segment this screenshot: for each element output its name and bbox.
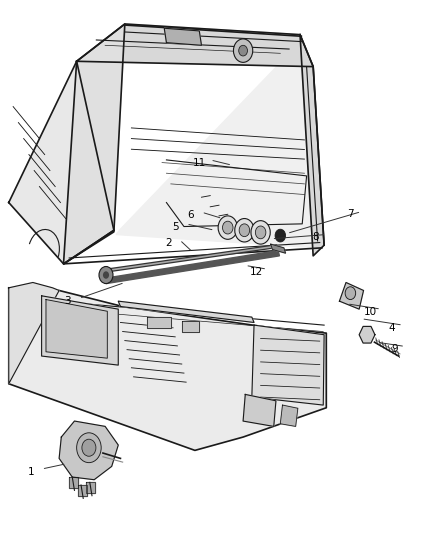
Circle shape (233, 39, 253, 62)
Polygon shape (105, 251, 279, 284)
Polygon shape (359, 326, 375, 343)
Text: 7: 7 (347, 209, 354, 219)
Circle shape (218, 216, 237, 239)
Polygon shape (42, 296, 118, 365)
Polygon shape (9, 288, 326, 450)
Text: 12: 12 (250, 267, 263, 277)
Text: 2: 2 (165, 238, 172, 247)
Text: 5: 5 (172, 222, 179, 231)
Polygon shape (9, 282, 59, 384)
Polygon shape (339, 282, 364, 309)
Text: 1: 1 (27, 467, 34, 477)
Polygon shape (182, 321, 199, 332)
Polygon shape (69, 477, 78, 488)
Circle shape (223, 221, 233, 234)
Circle shape (251, 221, 270, 244)
Polygon shape (78, 485, 87, 496)
Circle shape (103, 271, 109, 279)
Circle shape (275, 229, 286, 242)
Text: 11: 11 (193, 158, 206, 167)
Circle shape (99, 266, 113, 284)
Polygon shape (280, 405, 298, 426)
Text: 6: 6 (187, 210, 194, 220)
Polygon shape (59, 421, 118, 480)
Polygon shape (300, 35, 324, 256)
Polygon shape (116, 40, 318, 248)
Polygon shape (252, 325, 324, 405)
Polygon shape (118, 301, 254, 322)
Polygon shape (164, 28, 201, 45)
Polygon shape (243, 394, 276, 426)
Text: 10: 10 (364, 307, 377, 317)
Text: 3: 3 (64, 296, 71, 306)
Text: 9: 9 (391, 344, 398, 354)
Polygon shape (147, 317, 171, 328)
Circle shape (345, 287, 356, 300)
Circle shape (82, 439, 96, 456)
Circle shape (235, 219, 254, 242)
Polygon shape (86, 482, 95, 493)
Polygon shape (64, 24, 125, 264)
Polygon shape (9, 61, 114, 264)
Polygon shape (77, 24, 313, 67)
Circle shape (239, 224, 250, 237)
Circle shape (77, 433, 101, 463)
Circle shape (255, 226, 266, 239)
Circle shape (239, 45, 247, 56)
Polygon shape (46, 300, 107, 358)
Text: 8: 8 (312, 232, 319, 242)
Polygon shape (271, 244, 286, 253)
Text: 4: 4 (389, 323, 396, 333)
